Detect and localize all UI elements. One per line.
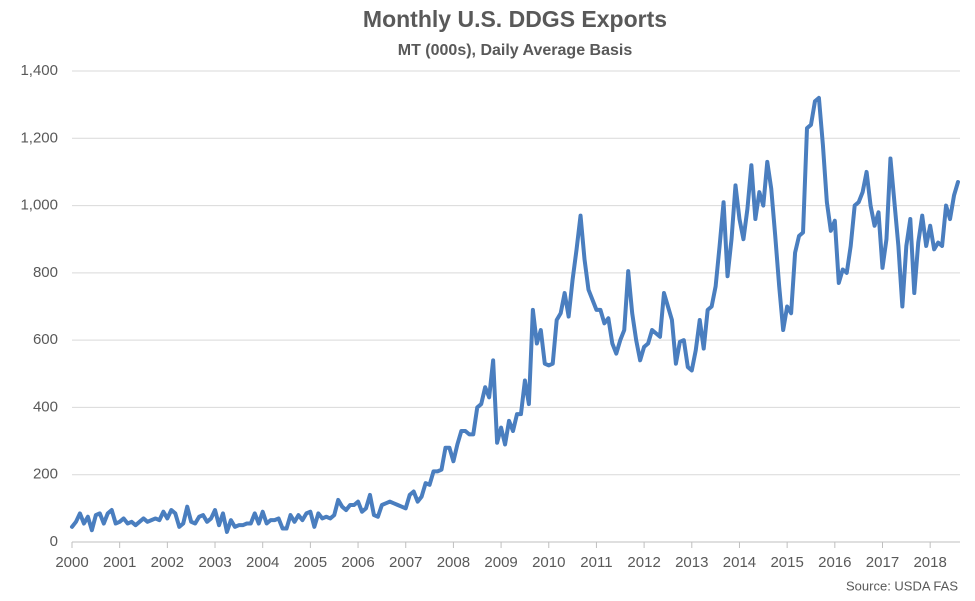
x-tick-label: 2000 xyxy=(55,554,88,571)
x-tick-label: 2018 xyxy=(913,554,946,571)
chart-title: Monthly U.S. DDGS Exports xyxy=(363,6,667,32)
data-line xyxy=(70,95,960,534)
x-tick-label: 2016 xyxy=(818,554,851,571)
source-note: Source: USDA FAS xyxy=(846,578,958,593)
y-tick-label: 200 xyxy=(33,466,58,483)
x-tick-label: 2014 xyxy=(723,554,756,571)
y-tick-label: 1,200 xyxy=(20,129,58,146)
x-tick-label: 2010 xyxy=(532,554,565,571)
x-tick-label: 2009 xyxy=(484,554,517,571)
x-tick-label: 2003 xyxy=(198,554,231,571)
y-tick-label: 1,000 xyxy=(20,197,58,214)
x-tick-label: 2013 xyxy=(675,554,708,571)
x-tick-label: 2012 xyxy=(627,554,660,571)
x-tick-label: 2001 xyxy=(103,554,136,571)
x-tick-label: 2004 xyxy=(246,554,279,571)
y-tick-label: 0 xyxy=(50,533,58,550)
x-tick-label: 2017 xyxy=(866,554,899,571)
x-tick-label: 2005 xyxy=(294,554,327,571)
x-tick-label: 2002 xyxy=(151,554,184,571)
x-tick-label: 2011 xyxy=(580,554,612,571)
y-tick-label: 800 xyxy=(33,264,58,281)
chart-subtitle: MT (000s), Daily Average Basis xyxy=(398,42,633,59)
y-tick-label: 600 xyxy=(33,331,58,348)
y-tick-label: 400 xyxy=(33,398,58,415)
x-tick-label: 2006 xyxy=(341,554,374,571)
y-tick-label: 1,400 xyxy=(20,62,58,79)
x-tick-label: 2008 xyxy=(437,554,470,571)
x-tick-label: 2007 xyxy=(389,554,422,571)
x-tick-label: 2015 xyxy=(770,554,803,571)
